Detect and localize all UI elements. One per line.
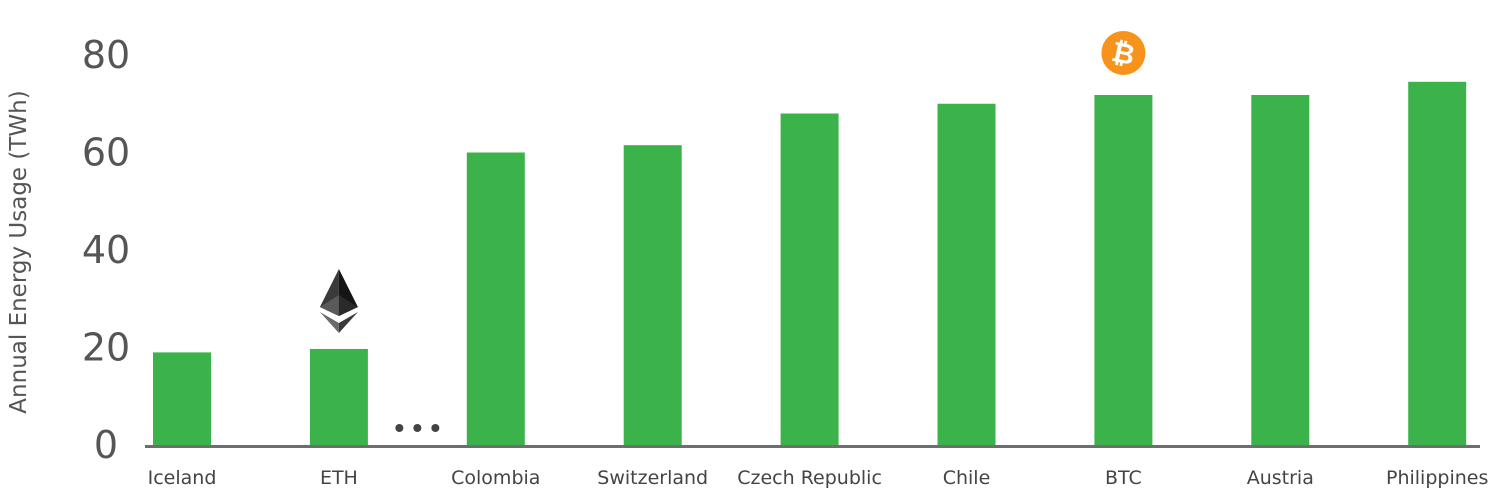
y-tick-label: 80 <box>82 33 130 77</box>
x-tick-label: Iceland <box>148 467 217 489</box>
bar-austria <box>1251 94 1310 445</box>
x-tick-label: BTC <box>1105 467 1142 489</box>
ellipsis-dot <box>431 424 440 432</box>
y-tick-label: 60 <box>82 131 130 175</box>
ellipsis-dot <box>395 424 404 432</box>
x-tick-label: Czech Republic <box>737 467 882 489</box>
x-tick-label: Switzerland <box>597 467 708 489</box>
category-labels: Iceland ETH Colombia Switzerland Czech Repub… <box>148 467 1489 489</box>
y-tick-label: 0 <box>94 423 118 467</box>
ethereum-icon <box>319 268 358 333</box>
bar-eth <box>309 348 368 445</box>
x-tick-label: Philippines <box>1386 467 1488 489</box>
x-tick-label: Austria <box>1247 467 1314 489</box>
bar-btc <box>1094 94 1153 445</box>
bar-colombia <box>466 152 525 445</box>
bar-philippines <box>1408 81 1467 445</box>
annotations-group: ₿ <box>319 30 1146 333</box>
bar-iceland <box>153 352 211 445</box>
x-tick-label: ETH <box>320 467 358 489</box>
bitcoin-icon: ₿ <box>1101 30 1146 75</box>
y-axis-ticks: 0 20 40 60 80 <box>82 33 130 467</box>
y-axis-title: Annual Energy Usage (TWh) <box>6 90 32 413</box>
y-tick-label: 40 <box>82 228 130 272</box>
bars-group <box>153 81 1467 445</box>
bar-chile <box>937 103 996 445</box>
bar-switzerland <box>623 145 682 445</box>
y-tick-label: 20 <box>82 326 130 370</box>
x-tick-label: Colombia <box>451 467 540 489</box>
gap-marker <box>395 424 440 432</box>
ellipsis-dot <box>413 424 422 432</box>
x-tick-label: Chile <box>943 467 991 489</box>
bar-czech-republic <box>780 113 839 445</box>
